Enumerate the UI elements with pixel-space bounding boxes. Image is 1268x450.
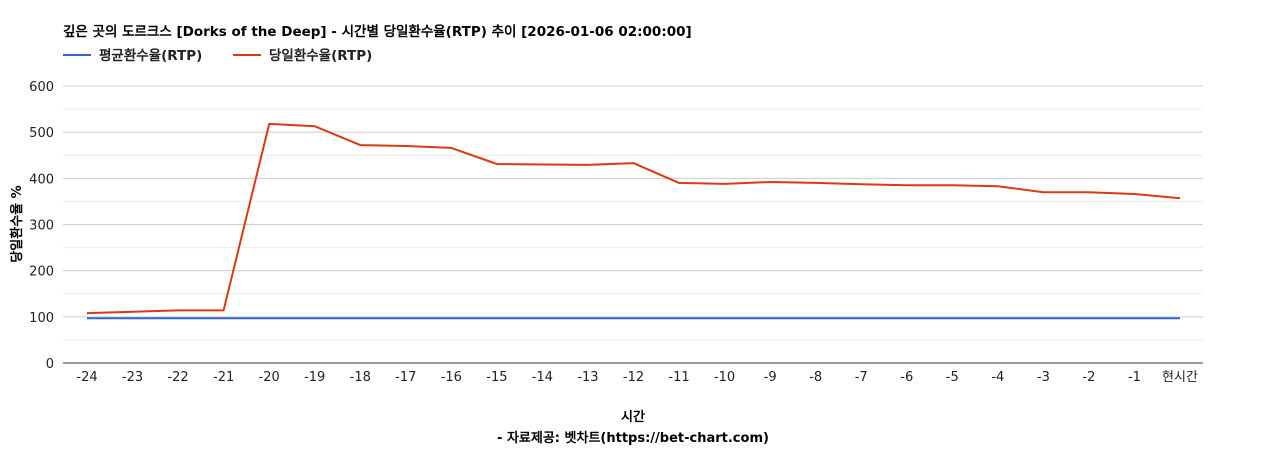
source-credit: - 자료제공: 벳차트(https://bet-chart.com) <box>497 430 769 446</box>
x-tick-label: -8 <box>809 370 822 385</box>
x-tick-label: -7 <box>855 370 868 385</box>
series-lines <box>86 122 1181 320</box>
x-tick-label: -5 <box>946 370 959 385</box>
x-tick-label: -11 <box>668 370 689 385</box>
x-tick-label: -2 <box>1082 370 1095 385</box>
x-tick-label: -17 <box>395 370 416 385</box>
x-tick-label: -15 <box>486 370 507 385</box>
x-tick-label: -4 <box>991 370 1004 385</box>
x-tick-label: -16 <box>441 370 462 385</box>
x-tick-label: -19 <box>304 370 325 385</box>
gridlines <box>63 85 1203 364</box>
x-tick-label: 현시간 <box>1162 370 1198 385</box>
x-tick-label: -14 <box>532 370 553 385</box>
x-axis-ticks: -24 -23 -22 -21 -20 -19 -18 -17 -16 -15 -14 -13 -12 -… <box>76 370 1198 385</box>
y-tick-label: 0 <box>46 357 54 372</box>
legend: 평균환수율(RTP) 당일환수율(RTP) <box>63 47 372 64</box>
x-tick-label: -23 <box>122 370 143 385</box>
x-tick-label: -20 <box>259 370 280 385</box>
x-tick-label: -1 <box>1128 370 1141 385</box>
legend-label: 평균환수율(RTP) <box>99 47 202 64</box>
x-tick-label: -9 <box>764 370 777 385</box>
daily-rtp-line <box>86 122 1181 315</box>
legend-label: 당일환수율(RTP) <box>269 47 372 64</box>
x-tick-label: -21 <box>213 370 234 385</box>
y-tick-label: 200 <box>29 265 54 280</box>
x-tick-label: -18 <box>350 370 371 385</box>
x-axis-title: 시간 <box>621 409 645 425</box>
x-tick-label: -24 <box>76 370 97 385</box>
y-tick-label: 600 <box>29 80 54 95</box>
chart-title: 깊은 곳의 도르크스 [Dorks of the Deep] - 시간별 당일환… <box>63 23 692 40</box>
y-tick-label: 100 <box>29 311 54 326</box>
x-tick-label: -22 <box>167 370 188 385</box>
y-tick-label: 300 <box>29 219 54 234</box>
x-tick-label: -6 <box>900 370 913 385</box>
y-axis-title: 당일환수율 % <box>9 185 25 262</box>
x-tick-label: -10 <box>714 370 735 385</box>
x-tick-label: -12 <box>623 370 644 385</box>
y-axis-ticks: 0 100 200 300 400 500 600 <box>29 80 54 372</box>
y-tick-label: 500 <box>29 126 54 141</box>
y-tick-label: 400 <box>29 172 54 187</box>
x-tick-label: -13 <box>577 370 598 385</box>
x-tick-label: -3 <box>1037 370 1050 385</box>
